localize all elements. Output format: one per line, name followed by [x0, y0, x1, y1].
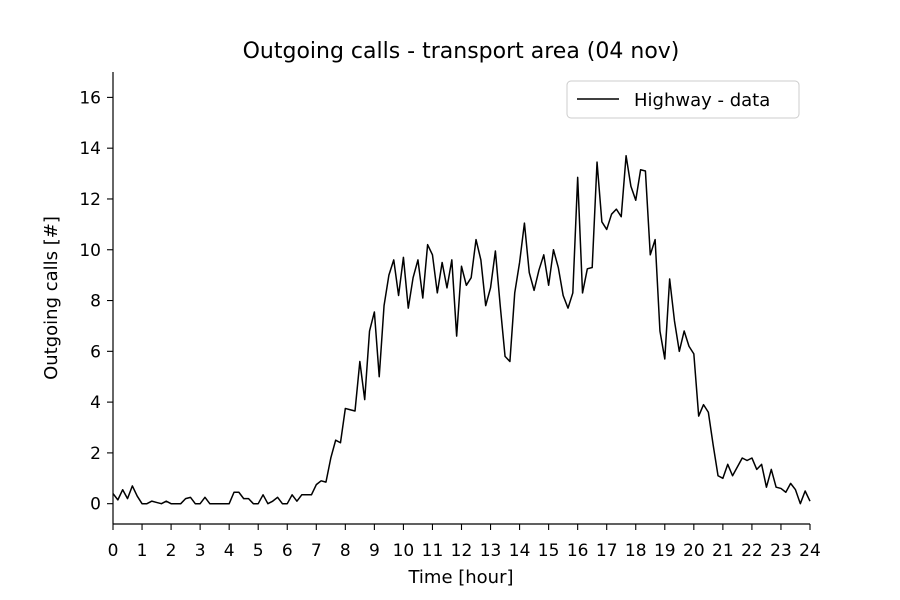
- x-tick-label: 20: [683, 541, 705, 561]
- chart-title: Outgoing calls - transport area (04 nov): [243, 39, 680, 64]
- y-tick-label: 12: [79, 190, 101, 210]
- x-tick-label: 23: [770, 541, 792, 561]
- x-tick-label: 13: [480, 541, 502, 561]
- legend: Highway - data: [566, 80, 800, 119]
- y-tick-label: 14: [79, 139, 101, 159]
- x-tick-label: 9: [369, 541, 380, 561]
- x-tick-label: 5: [253, 541, 264, 561]
- x-tick-label: 4: [224, 541, 235, 561]
- x-tick-label: 19: [654, 541, 676, 561]
- y-axis-ticks: 0 2 4 6 8 10 12 14 16: [79, 88, 113, 515]
- x-tick-label: 6: [282, 541, 293, 561]
- x-tick-label: 11: [422, 541, 444, 561]
- x-tick-label: 16: [567, 541, 589, 561]
- y-tick-label: 8: [90, 292, 101, 312]
- x-tick-label: 24: [799, 541, 821, 561]
- x-tick-label: 14: [509, 541, 531, 561]
- legend-label-highway-data: Highway - data: [634, 90, 770, 111]
- legend-box: [566, 80, 800, 119]
- x-tick-label: 15: [538, 541, 560, 561]
- x-axis-ticks: 0 1 2 3 4 5 6 7 8 9 10 11 12 13 14 15 16 17 18 19 20 21 22 23 24: [108, 524, 821, 561]
- x-tick-label: 7: [311, 541, 322, 561]
- x-axis-label: Time [hour]: [407, 567, 513, 588]
- x-tick-label: 1: [137, 541, 148, 561]
- x-tick-label: 8: [340, 541, 351, 561]
- x-tick-label: 10: [393, 541, 415, 561]
- x-tick-label: 17: [596, 541, 618, 561]
- series-line-highway-data: [112, 155, 811, 505]
- x-tick-label: 21: [712, 541, 734, 561]
- x-tick-label: 22: [741, 541, 763, 561]
- y-tick-label: 4: [90, 393, 101, 413]
- x-tick-label: 18: [625, 541, 647, 561]
- y-tick-label: 6: [90, 342, 101, 362]
- y-tick-label: 16: [79, 88, 101, 108]
- x-tick-label: 12: [451, 541, 473, 561]
- series-lines: [112, 155, 811, 505]
- x-tick-label: 2: [166, 541, 177, 561]
- x-tick-label: 3: [195, 541, 206, 561]
- y-axis-label: Outgoing calls [#]: [41, 216, 62, 380]
- y-tick-label: 2: [90, 444, 101, 464]
- x-tick-label: 0: [108, 541, 119, 561]
- y-tick-label: 10: [79, 241, 101, 261]
- y-tick-label: 0: [90, 495, 101, 515]
